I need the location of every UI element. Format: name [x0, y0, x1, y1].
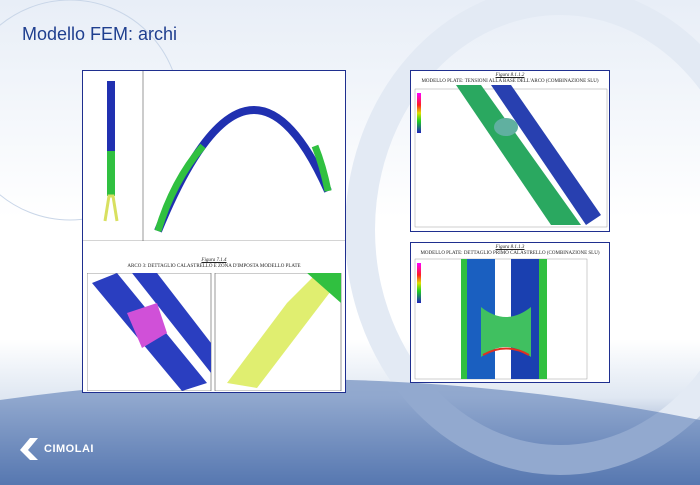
detail-views: [87, 273, 342, 391]
batten-plot: [414, 258, 588, 380]
figure-caption: MODELLO PLATE: DETTAGLIO PRIMO CALASTREL…: [420, 251, 600, 256]
figure-base-stress: Figura 8.1.1.2 MODELLO PLATE: TENSIONI A…: [410, 70, 610, 232]
figure-number: Figura 8.1.1.3: [495, 245, 525, 250]
figure-number: Figura 7.1.4: [201, 258, 227, 263]
arch-full-view: [83, 71, 345, 241]
figure-arch-model: Figura 7.1.4 ARCO 3: DETTAGLIO CALASTREL…: [82, 70, 346, 393]
figure-caption: MODELLO PLATE: TENSIONI ALLA BASE DELL'A…: [421, 79, 599, 84]
stress-plot: [414, 85, 608, 228]
logo-text: CIMOLAI: [44, 443, 94, 455]
logo-mark-icon: [20, 438, 38, 460]
cimolai-logo: CIMOLAI: [18, 436, 94, 462]
slide-title: Modello FEM: archi: [22, 24, 178, 44]
figure-caption: ARCO 3: DETTAGLIO CALASTRELLO E ZONA D'I…: [127, 264, 301, 269]
figure-first-batten: Figura 8.1.1.3 MODELLO PLATE: DETTAGLIO …: [410, 242, 610, 383]
figure-number: Figura 8.1.1.2: [495, 73, 525, 78]
